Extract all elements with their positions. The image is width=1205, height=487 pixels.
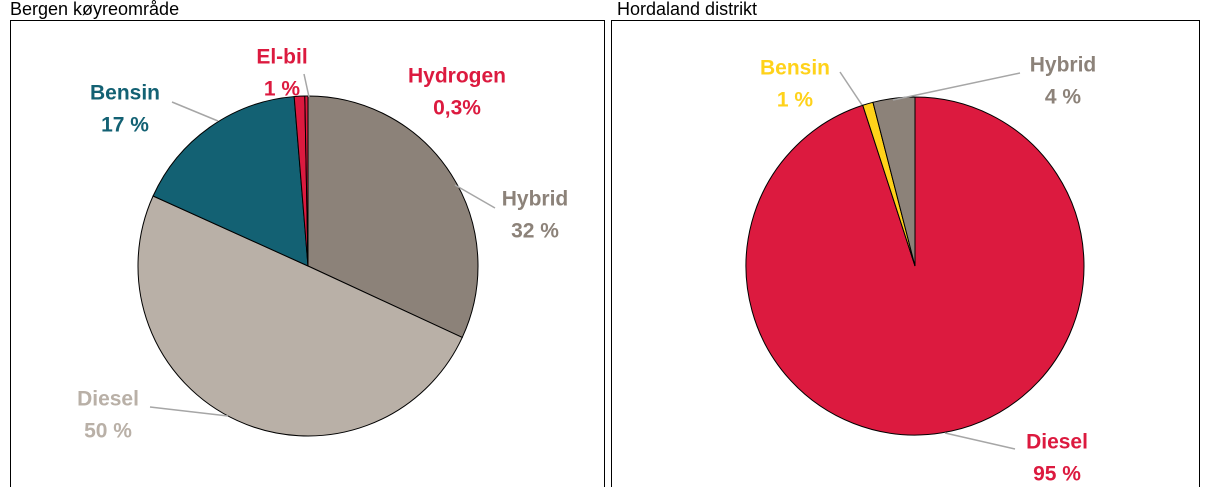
slice-value-label: 1 % xyxy=(264,78,301,101)
pie-slice xyxy=(304,95,309,267)
chart-title: Bergen køyreområde xyxy=(10,0,179,19)
slice-value-label: 50 % xyxy=(84,420,132,443)
pie-slice xyxy=(307,95,479,339)
chart-title: Hordaland distrikt xyxy=(617,0,757,19)
slice-value-label: 95 % xyxy=(1033,463,1081,486)
pie-slice xyxy=(745,96,1085,436)
slice-label: Hydrogen xyxy=(408,65,506,88)
slice-label: Hybrid xyxy=(1030,54,1097,77)
pie-slice xyxy=(152,96,309,267)
leader-line xyxy=(454,184,496,209)
leader-line xyxy=(839,71,863,106)
slice-value-label: 1 % xyxy=(777,89,814,112)
pie-slice xyxy=(872,96,916,267)
leader-line xyxy=(303,73,310,98)
slice-label: Diesel xyxy=(1026,431,1088,454)
slice-label: Bensin xyxy=(90,82,160,105)
slice-value-label: 0,3% xyxy=(433,97,481,120)
slice-label: Hybrid xyxy=(502,188,569,211)
slice-label: El-bil xyxy=(256,46,307,69)
leader-line xyxy=(944,432,1016,450)
pie-slice xyxy=(137,195,463,437)
slice-value-label: 32 % xyxy=(511,220,559,243)
leader-line xyxy=(171,101,219,122)
slice-label: Diesel xyxy=(77,388,139,411)
leader-line xyxy=(149,406,229,417)
panel-border xyxy=(611,20,1200,487)
slice-value-label: 17 % xyxy=(101,114,149,137)
slice-value-label: 4 % xyxy=(1045,86,1082,109)
panel-border xyxy=(10,20,605,487)
leader-line xyxy=(892,72,1021,101)
slice-label: Bensin xyxy=(760,57,830,80)
